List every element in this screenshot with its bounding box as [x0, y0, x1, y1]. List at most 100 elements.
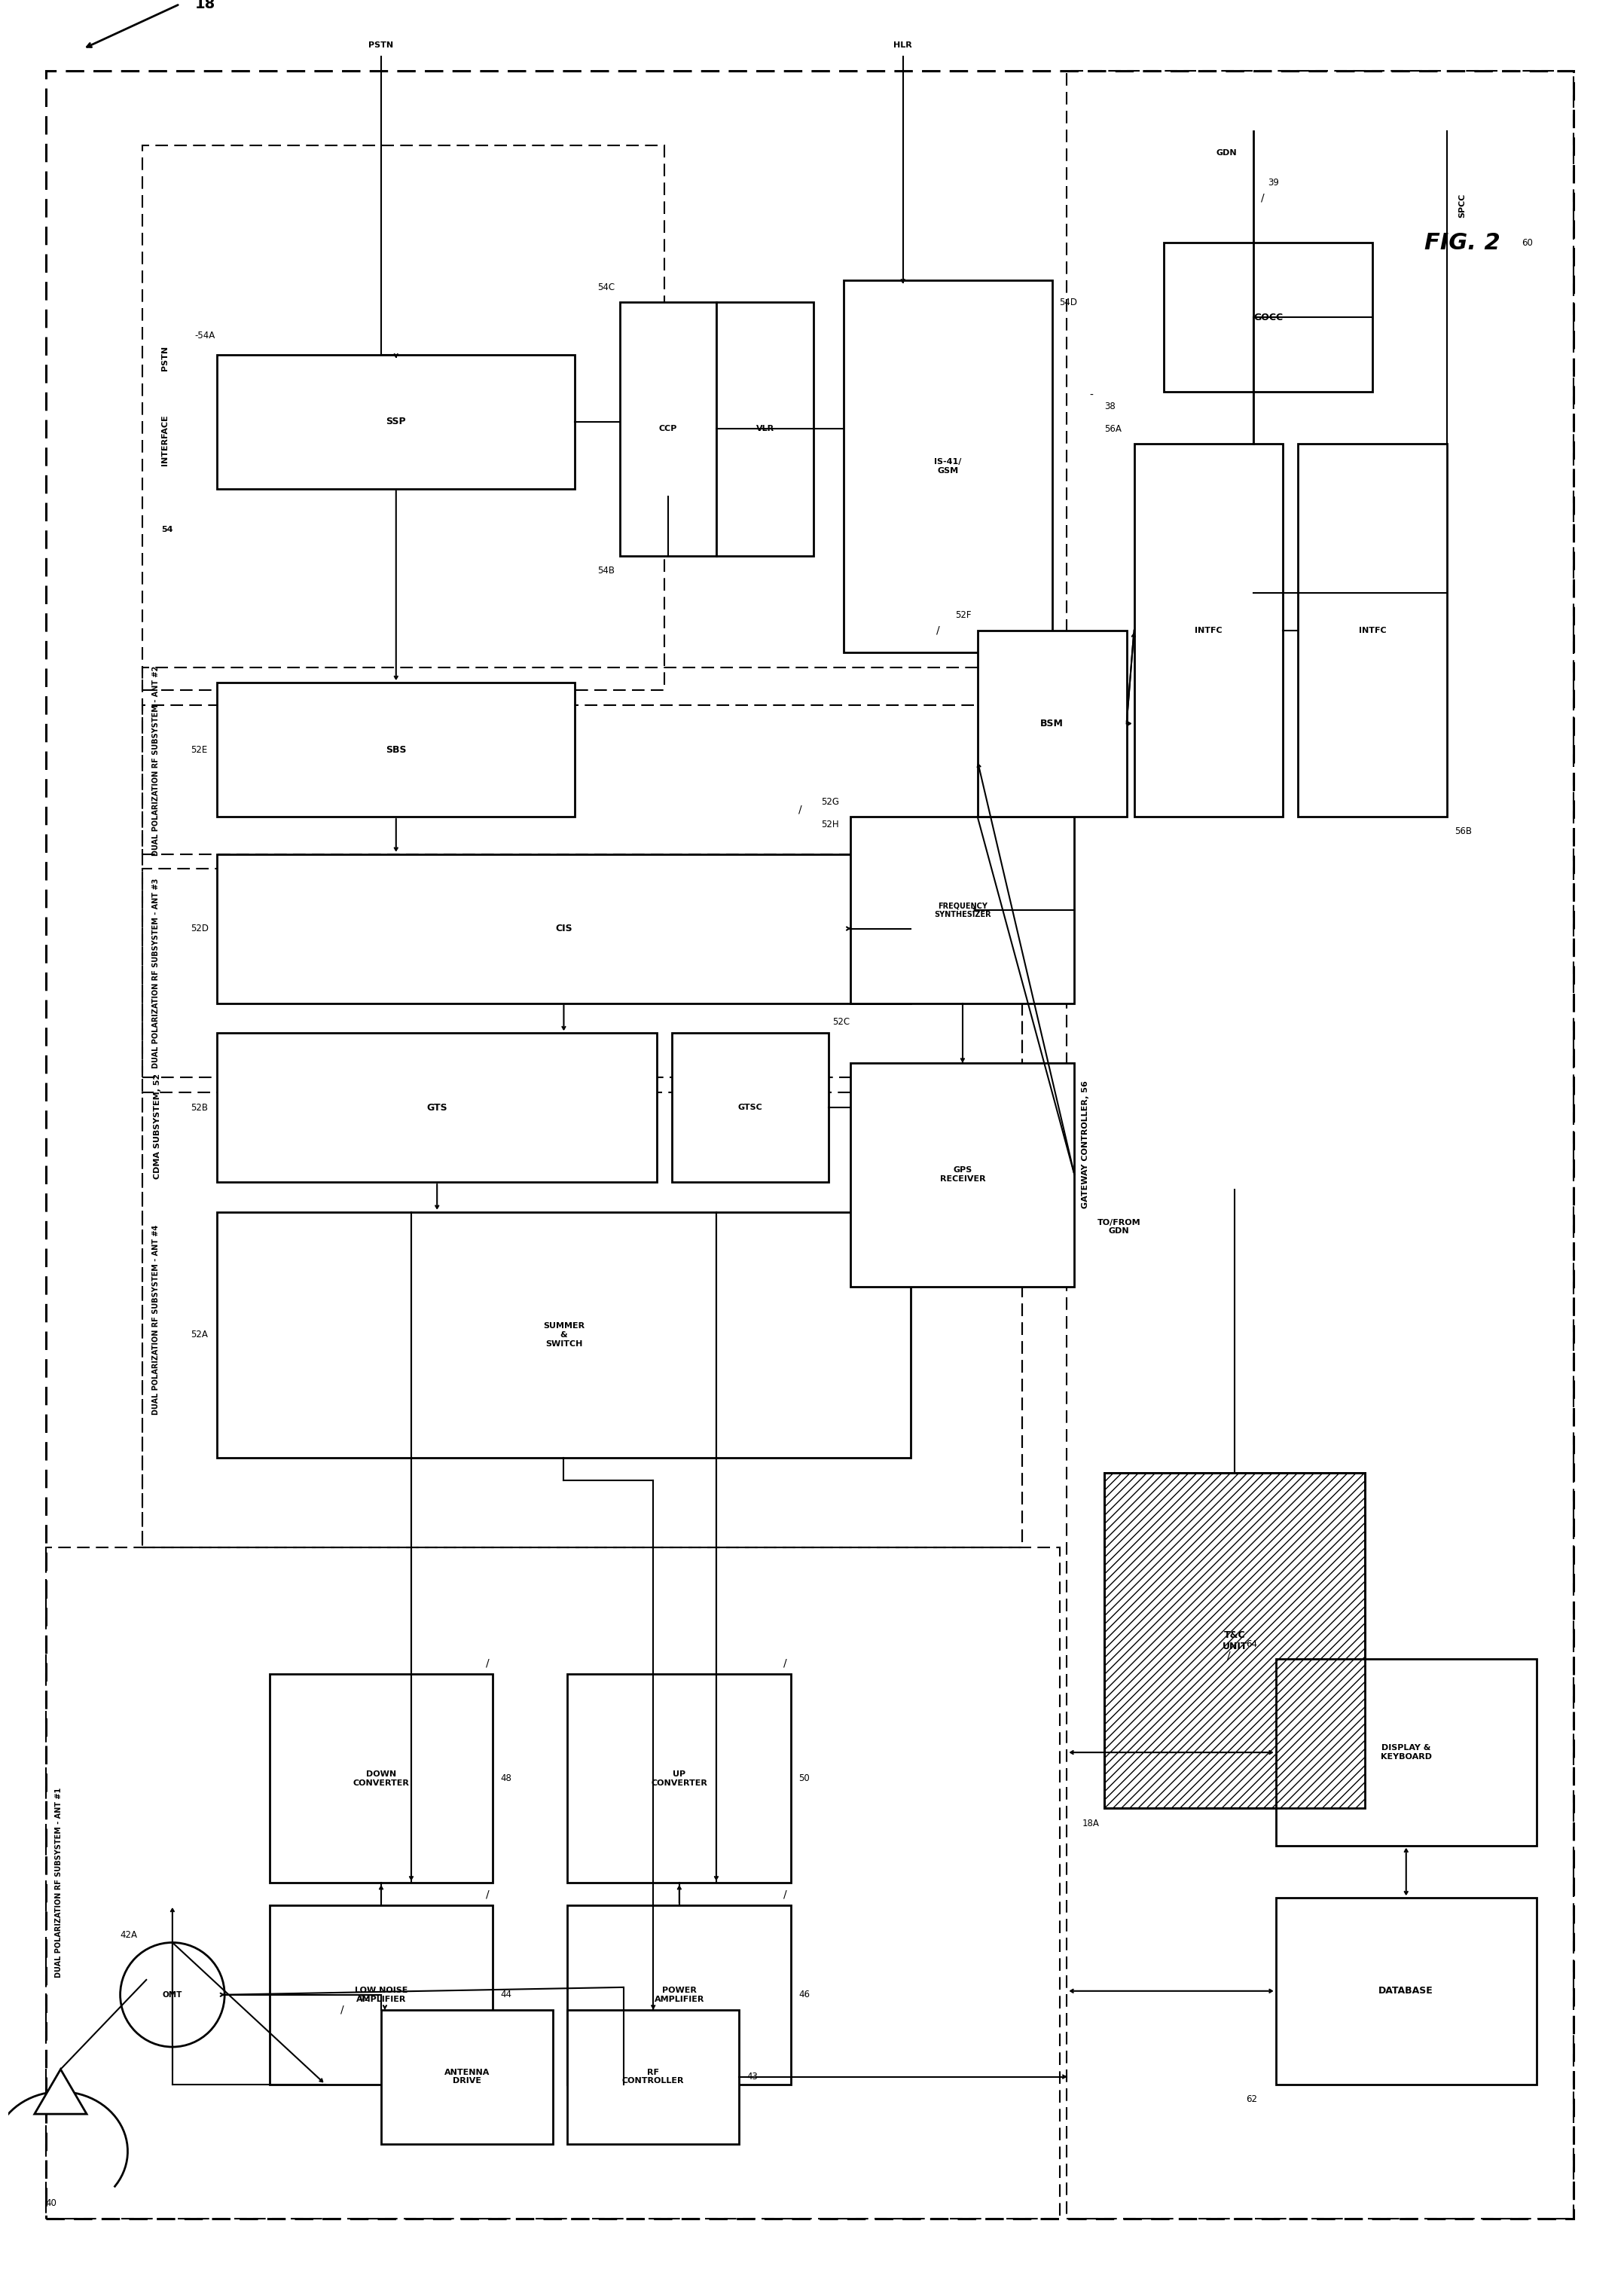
Text: GOCC: GOCC [1254, 312, 1283, 321]
Text: ANTENNA
DRIVE: ANTENNA DRIVE [443, 2069, 489, 2085]
Text: -54A: -54A [195, 330, 216, 342]
Bar [143, 147, 664, 690]
Text: 52B: 52B [192, 1103, 208, 1113]
Bar [978, 631, 1127, 817]
Text: INTFC: INTFC [1359, 626, 1387, 633]
Text: 52F: 52F [955, 610, 971, 619]
Text: 52G: 52G [822, 796, 840, 807]
Bar [567, 1906, 791, 2085]
Bar [270, 1675, 494, 1883]
Bar [1298, 445, 1447, 817]
Text: POWER
AMPLIFIER: POWER AMPLIFIER [654, 1987, 705, 2003]
Text: 44: 44 [500, 1989, 512, 2000]
Text: 48: 48 [500, 1773, 512, 1782]
Text: 52H: 52H [822, 819, 838, 828]
Text: 52C: 52C [831, 1016, 849, 1028]
Text: TO/FROM
GDN: TO/FROM GDN [1098, 1218, 1140, 1234]
Text: IS-41/
GSM: IS-41/ GSM [934, 459, 961, 475]
Text: /: / [1228, 1649, 1231, 1661]
Bar [270, 1906, 494, 2085]
Text: DISPLAY &
KEYBOARD: DISPLAY & KEYBOARD [1380, 1743, 1432, 1759]
Text: SPCC: SPCC [1458, 193, 1466, 218]
Bar [1134, 445, 1283, 817]
Text: BSM: BSM [1041, 718, 1064, 729]
Bar [1276, 1897, 1536, 2085]
Text: OMT: OMT [162, 1991, 182, 1998]
Bar [218, 853, 911, 1002]
Text: /: / [784, 1659, 788, 1668]
Text: HLR: HLR [893, 41, 913, 48]
Text: DUAL POLARIZATION RF SUBSYSTEM - ANT #2: DUAL POLARIZATION RF SUBSYSTEM - ANT #2 [153, 665, 159, 856]
Text: CIS: CIS [555, 924, 572, 934]
Text: 38: 38 [1104, 401, 1116, 411]
Bar [567, 1675, 791, 1883]
Bar [143, 1092, 1021, 1548]
Bar [716, 303, 814, 555]
Bar [567, 2010, 739, 2145]
Text: 54B: 54B [598, 567, 614, 576]
Bar [1104, 1473, 1366, 1808]
Bar [218, 1032, 658, 1181]
Text: 52D: 52D [192, 924, 209, 934]
Text: /: / [784, 1888, 788, 1899]
Bar [143, 668, 1021, 853]
Text: UP
CONVERTER: UP CONVERTER [651, 1771, 708, 1787]
Text: 18A: 18A [1082, 1819, 1099, 1828]
Text: 18: 18 [195, 0, 216, 11]
Text: 52A: 52A [192, 1331, 208, 1340]
Bar [218, 684, 575, 817]
Text: 56B: 56B [1455, 826, 1471, 837]
Text: 42: 42 [359, 1993, 370, 2003]
Text: GPS
RECEIVER: GPS RECEIVER [940, 1165, 986, 1184]
Text: 46: 46 [799, 1989, 810, 2000]
Text: DUAL POLARIZATION RF SUBSYSTEM - ANT #1: DUAL POLARIZATION RF SUBSYSTEM - ANT #1 [55, 1787, 63, 1977]
Text: FREQUENCY
SYNTHESIZER: FREQUENCY SYNTHESIZER [934, 902, 991, 918]
Bar [851, 817, 1075, 1002]
Text: 64: 64 [1246, 1640, 1257, 1649]
Bar [218, 1211, 911, 1459]
Text: CCP: CCP [659, 424, 677, 434]
Text: GATEWAY CONTROLLER, 56: GATEWAY CONTROLLER, 56 [1082, 1080, 1090, 1209]
Bar [843, 280, 1052, 654]
Text: 52E: 52E [192, 746, 208, 755]
Text: DOWN
CONVERTER: DOWN CONVERTER [352, 1771, 409, 1787]
Bar [218, 356, 575, 489]
Text: VLR: VLR [755, 424, 775, 434]
Text: GDN: GDN [1216, 149, 1237, 156]
Text: PSTN: PSTN [369, 41, 393, 48]
Text: 54: 54 [161, 525, 172, 535]
Text: 39: 39 [1268, 179, 1280, 188]
Text: 43: 43 [747, 2071, 758, 2081]
Text: -: - [1090, 390, 1093, 401]
Text: /: / [339, 2005, 344, 2014]
Text: 42A: 42A [120, 1929, 138, 1941]
Text: LOW NOISE
AMPLIFIER: LOW NOISE AMPLIFIER [354, 1987, 408, 2003]
Bar [143, 704, 1021, 1548]
Text: 54C: 54C [598, 282, 615, 291]
Text: GTSC: GTSC [737, 1103, 762, 1110]
Bar [143, 869, 1021, 1078]
Text: SSP: SSP [387, 418, 406, 427]
Text: INTERFACE: INTERFACE [161, 415, 169, 466]
Text: 54D: 54D [1059, 298, 1078, 307]
Text: RF
CONTROLLER: RF CONTROLLER [622, 2069, 684, 2085]
Bar [1104, 1473, 1366, 1808]
Text: 50: 50 [799, 1773, 810, 1782]
Text: INTFC: INTFC [1195, 626, 1223, 633]
Text: 60: 60 [1522, 239, 1533, 248]
Bar [1164, 243, 1372, 392]
Bar [1276, 1659, 1536, 1847]
Text: /: / [486, 1888, 489, 1899]
Text: SUMMER
&
SWITCH: SUMMER & SWITCH [542, 1321, 585, 1347]
Text: 56A: 56A [1104, 424, 1122, 434]
Bar [1067, 71, 1574, 2218]
Text: CDMA SUBSYSTEM, 52: CDMA SUBSYSTEM, 52 [154, 1074, 161, 1179]
Text: DUAL POLARIZATION RF SUBSYSTEM - ANT #4: DUAL POLARIZATION RF SUBSYSTEM - ANT #4 [153, 1225, 159, 1415]
Text: T&C
UNIT: T&C UNIT [1221, 1631, 1247, 1652]
Text: GTS: GTS [427, 1103, 448, 1113]
Bar [620, 303, 716, 555]
Bar [382, 2010, 552, 2145]
Text: /: / [937, 624, 940, 635]
Bar [672, 1032, 828, 1181]
Bar [45, 1548, 1059, 2218]
